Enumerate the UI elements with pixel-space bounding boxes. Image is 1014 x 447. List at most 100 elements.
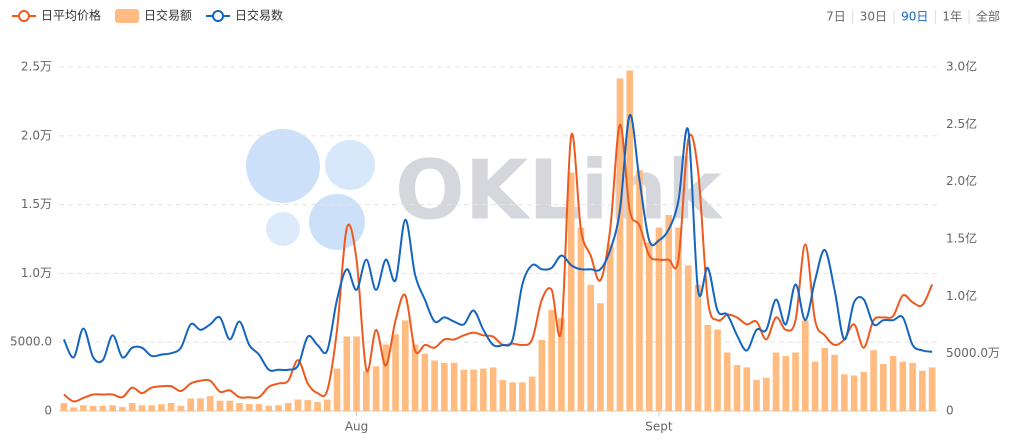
bar xyxy=(60,402,68,411)
bar xyxy=(499,380,507,411)
y2-tick-label: 5000.0万 xyxy=(946,346,1000,360)
y-tick-label: 2.0万 xyxy=(21,128,52,142)
bar xyxy=(704,325,712,411)
bar xyxy=(460,369,468,411)
bar xyxy=(870,350,877,411)
watermark: OKLink xyxy=(246,129,724,250)
bar xyxy=(323,399,331,411)
bar xyxy=(441,362,448,411)
legend-item: 日交易额 xyxy=(115,8,192,23)
y-tick-label: 1.0万 xyxy=(21,266,52,280)
bar xyxy=(470,369,477,411)
bar xyxy=(402,320,409,411)
bar xyxy=(860,372,868,411)
y2-tick-label: 2.5亿 xyxy=(946,116,977,131)
legend-item: 日平均价格 xyxy=(12,8,101,23)
range-button[interactable]: 30日 xyxy=(860,10,887,24)
y2-tick-label: 2.0亿 xyxy=(946,173,977,188)
bar xyxy=(421,353,429,411)
y-tick-label: 2.5万 xyxy=(21,60,52,74)
bar xyxy=(587,284,594,411)
bar xyxy=(919,370,926,411)
bar xyxy=(294,399,302,411)
bar xyxy=(450,362,458,411)
bar xyxy=(411,344,419,411)
y-tick-label: 5000.0 xyxy=(10,335,52,349)
bar xyxy=(597,303,604,411)
bar xyxy=(275,405,282,411)
bar xyxy=(684,265,692,411)
bar xyxy=(392,334,399,411)
bar xyxy=(99,405,107,411)
bar xyxy=(567,172,575,411)
bar xyxy=(353,336,360,411)
bar xyxy=(802,320,809,411)
bar xyxy=(138,405,146,411)
legend-item: 日交易数 xyxy=(206,8,283,23)
y2-tick-label: 3.0亿 xyxy=(946,59,977,74)
bar xyxy=(889,355,897,411)
bar xyxy=(245,404,253,411)
bar xyxy=(733,365,741,411)
bar xyxy=(821,347,829,411)
watermark-text: OKLink xyxy=(395,143,724,238)
bar xyxy=(314,401,321,411)
bar xyxy=(831,354,838,411)
bar xyxy=(265,405,273,411)
bar xyxy=(148,405,155,411)
bar xyxy=(372,366,380,411)
range-button[interactable]: 1年 xyxy=(942,10,962,24)
bar xyxy=(772,352,780,411)
bar xyxy=(850,375,858,411)
range-button[interactable]: 7日 xyxy=(826,10,846,24)
bar xyxy=(714,329,721,411)
bar xyxy=(216,400,224,411)
legend-marker xyxy=(18,10,30,22)
bar xyxy=(528,376,536,411)
bar xyxy=(333,368,341,411)
line xyxy=(62,114,933,372)
bar xyxy=(782,355,790,411)
bar xyxy=(636,170,643,411)
bar xyxy=(606,244,614,411)
legend-marker xyxy=(115,9,140,23)
bar xyxy=(645,242,653,411)
bar xyxy=(363,370,370,411)
y2-tick-label: 0 xyxy=(946,404,954,418)
range-button[interactable]: 全部 xyxy=(976,9,1000,24)
bar xyxy=(480,368,487,411)
bar xyxy=(538,339,546,411)
bar xyxy=(343,336,351,411)
bar xyxy=(616,78,624,411)
bar xyxy=(626,70,633,411)
bar xyxy=(655,227,663,411)
x-tick-label: Sept xyxy=(645,420,673,434)
bar xyxy=(167,402,175,411)
bar xyxy=(226,400,234,411)
bar xyxy=(899,361,907,411)
bar xyxy=(197,398,204,411)
bar xyxy=(675,227,682,411)
bar xyxy=(89,405,97,411)
bar xyxy=(255,404,263,411)
bar xyxy=(489,367,497,411)
bar xyxy=(519,382,526,411)
legend-marker xyxy=(212,10,225,22)
bar xyxy=(382,344,390,411)
bar xyxy=(187,398,194,411)
bar xyxy=(80,405,87,411)
bar xyxy=(236,402,243,411)
legend-label: 日交易数 xyxy=(235,8,283,23)
bar xyxy=(694,284,702,411)
legend-label: 日交易额 xyxy=(144,8,192,23)
bar xyxy=(880,363,887,411)
y-tick-label: 1.5万 xyxy=(21,197,52,211)
bar xyxy=(577,227,585,411)
bar xyxy=(177,405,185,411)
bar xyxy=(792,352,799,411)
y2-tick-label: 1.5亿 xyxy=(946,231,977,246)
bar xyxy=(70,407,77,411)
bar xyxy=(431,360,438,411)
range-button[interactable]: 90日 xyxy=(901,10,928,24)
